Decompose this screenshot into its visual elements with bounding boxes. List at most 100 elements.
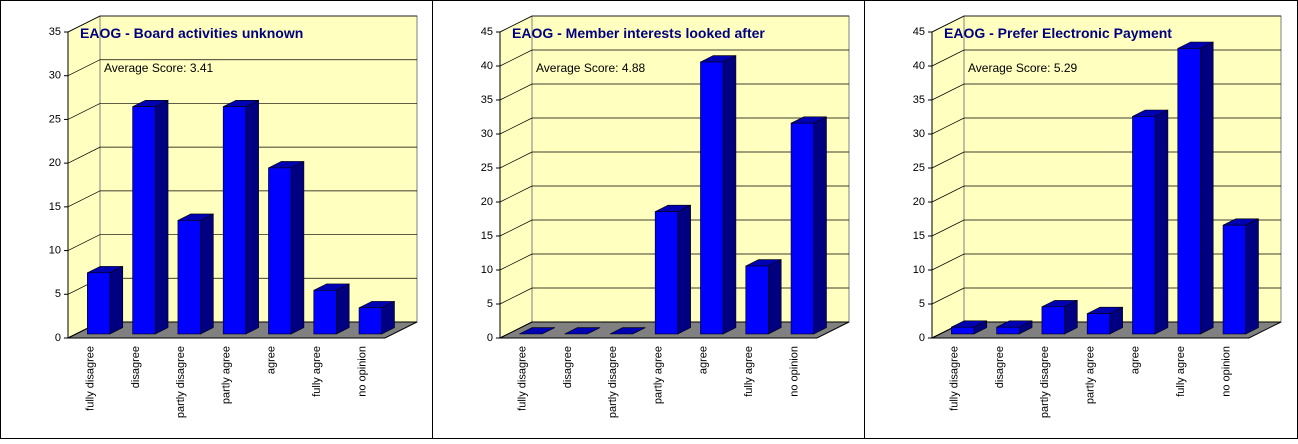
grid-line (931, 219, 1281, 237)
grid-line (499, 15, 849, 33)
x-tick-label: disagree (130, 346, 142, 388)
y-tick-label: 20 (49, 157, 61, 169)
grid-line (499, 321, 849, 339)
x-tick-label: partly agree (652, 346, 664, 404)
bar-side (336, 283, 350, 335)
bar (358, 307, 382, 335)
x-tick-label: disagree (562, 346, 574, 388)
y-tick-label: 30 (49, 70, 61, 82)
y-tick-label: 45 (913, 26, 925, 38)
bar (1177, 48, 1201, 335)
chart-title: EAOG - Board activities unknown (80, 25, 303, 41)
bar (700, 61, 724, 335)
bar-side (1200, 41, 1214, 335)
grid-line (499, 185, 849, 203)
bar-side (768, 259, 782, 335)
bar-side (722, 55, 737, 335)
x-tick-label: fully agree (1175, 346, 1187, 397)
bar (1086, 313, 1111, 335)
y-tick-label: 35 (913, 94, 925, 106)
x-tick-label: fully agree (743, 346, 755, 397)
x-tick-label: partly disagree (175, 346, 187, 418)
y-tick-label: 10 (913, 264, 925, 276)
side-wall (499, 15, 533, 339)
bar-side (200, 213, 214, 335)
y-tick-label: 5 (55, 288, 61, 300)
bar (313, 289, 337, 335)
x-tick-label: partly agree (1084, 346, 1096, 404)
grid-line (931, 253, 1281, 271)
bar-top (609, 327, 646, 335)
grid-line (499, 287, 849, 305)
x-tick-label: agree (1130, 346, 1142, 374)
x-tick-label: partly agree (220, 346, 232, 404)
x-tick-label: no opinion (1220, 346, 1232, 397)
annotation: Average Score: 4.88 (536, 61, 646, 75)
grid-line (931, 49, 1281, 67)
bar (1132, 116, 1156, 335)
y-tick-label: 30 (481, 128, 493, 140)
y-tick-label: 0 (487, 332, 493, 344)
y-tick-label: 40 (913, 60, 925, 72)
y-tick-label: 10 (481, 264, 493, 276)
bar (654, 211, 679, 335)
chart-title: EAOG - Prefer Electronic Payment (944, 25, 1172, 41)
chart-title: EAOG - Member interests looked after (512, 25, 765, 41)
bar (951, 326, 975, 335)
grid-line (499, 83, 849, 101)
grid-line (499, 49, 849, 67)
y-tick-label: 15 (49, 201, 61, 213)
y-tick-label: 40 (481, 60, 493, 72)
y-tick-label: 35 (49, 26, 61, 38)
grid-line (931, 151, 1281, 169)
annotation: Average Score: 3.41 (104, 61, 214, 75)
grid-line (67, 15, 417, 33)
grid-line (931, 83, 1281, 101)
side-wall (931, 15, 965, 339)
bar (996, 326, 1020, 335)
bar-side (109, 265, 124, 335)
grid-line (499, 117, 849, 135)
y-tick-label: 0 (55, 332, 61, 344)
y-tick-label: 10 (49, 244, 61, 256)
x-tick-label: partly disagree (1039, 346, 1051, 418)
grid-line (931, 117, 1281, 135)
bar (268, 167, 292, 335)
grid-line (499, 219, 849, 237)
bar-side (1154, 109, 1169, 335)
bar-side (677, 204, 691, 335)
grid-line (67, 103, 417, 120)
bar (790, 122, 814, 335)
y-tick-label: 45 (481, 26, 493, 38)
y-tick-label: 15 (481, 230, 493, 242)
x-tick-label: no opinion (356, 346, 368, 397)
grid-line (931, 185, 1281, 203)
x-tick-label: agree (698, 346, 710, 374)
grid-line (931, 287, 1281, 305)
bar (87, 272, 111, 335)
bar-side (813, 116, 827, 335)
x-tick-label: agree (266, 346, 278, 374)
grid-line (67, 146, 417, 164)
bar (177, 220, 201, 335)
grid-line (67, 190, 417, 208)
grid-line (499, 253, 849, 271)
y-tick-label: 15 (913, 230, 925, 242)
y-tick-label: 5 (919, 298, 925, 310)
y-tick-label: 35 (481, 94, 493, 106)
bar (222, 106, 247, 335)
bar (1222, 224, 1246, 335)
grid-line (67, 234, 417, 251)
bar-top (519, 327, 555, 335)
y-tick-label: 30 (913, 128, 925, 140)
grid-line (67, 59, 417, 77)
y-tick-label: 20 (481, 196, 493, 208)
grid-line (931, 15, 1281, 33)
x-tick-label: fully disagree (949, 346, 961, 411)
bar (745, 265, 769, 335)
x-tick-label: fully disagree (85, 346, 97, 411)
x-tick-label: no opinion (788, 346, 800, 397)
y-tick-label: 5 (487, 298, 493, 310)
bar (1041, 306, 1065, 335)
